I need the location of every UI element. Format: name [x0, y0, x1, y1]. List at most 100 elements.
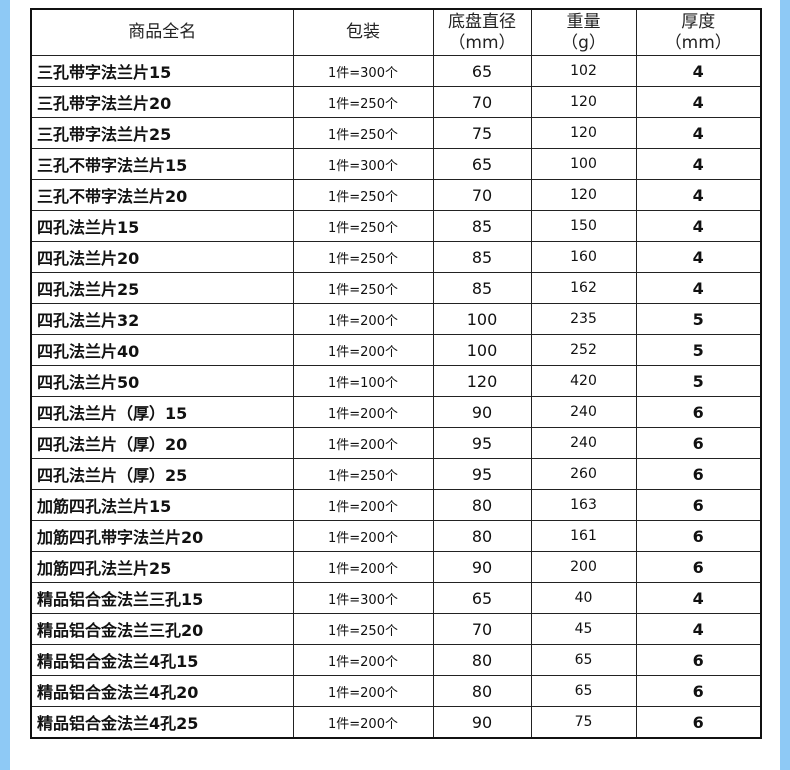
cell-thickness: 6 [635, 551, 762, 583]
header-text: 厚度 [681, 11, 716, 32]
cell-thickness: 6 [635, 706, 762, 739]
header-diameter: 底盘直径 （mm） [432, 8, 532, 56]
cell-packaging: 1件=200个 [292, 551, 434, 583]
table-row: 三孔带字法兰片25 1件=250个 75 120 4 [30, 117, 762, 149]
cell-product-name: 四孔法兰片32 [30, 303, 294, 335]
cell-weight: 160 [530, 241, 637, 273]
cell-packaging: 1件=300个 [292, 55, 434, 87]
header-row: 商品全名 包装 底盘直径 （mm） 重量 （g） 厚度 （mm） [30, 8, 762, 56]
cell-weight: 65 [530, 644, 637, 676]
table-row: 四孔法兰片（厚）15 1件=200个 90 240 6 [30, 396, 762, 428]
cell-packaging: 1件=200个 [292, 334, 434, 366]
table-row: 四孔法兰片32 1件=200个 100 235 5 [30, 303, 762, 335]
table-row: 三孔不带字法兰片15 1件=300个 65 100 4 [30, 148, 762, 180]
cell-diameter: 65 [432, 582, 532, 614]
cell-packaging: 1件=100个 [292, 365, 434, 397]
cell-diameter: 80 [432, 675, 532, 707]
cell-weight: 162 [530, 272, 637, 304]
table-row: 四孔法兰片50 1件=100个 120 420 5 [30, 365, 762, 397]
cell-product-name: 四孔法兰片50 [30, 365, 294, 397]
cell-weight: 240 [530, 396, 637, 428]
cell-weight: 40 [530, 582, 637, 614]
cell-product-name: 精品铝合金法兰4孔25 [30, 706, 294, 739]
cell-diameter: 100 [432, 334, 532, 366]
header-text: 重量 [566, 11, 601, 32]
cell-diameter: 85 [432, 210, 532, 242]
cell-product-name: 四孔法兰片（厚）15 [30, 396, 294, 428]
header-text: 包装 [346, 22, 380, 42]
table-row: 四孔法兰片（厚）20 1件=200个 95 240 6 [30, 427, 762, 459]
cell-thickness: 4 [635, 582, 762, 614]
cell-thickness: 5 [635, 303, 762, 335]
cell-product-name: 加筋四孔法兰片25 [30, 551, 294, 583]
header-packaging: 包装 [292, 8, 434, 56]
cell-packaging: 1件=200个 [292, 520, 434, 552]
cell-packaging: 1件=250个 [292, 241, 434, 273]
cell-weight: 240 [530, 427, 637, 459]
table-row: 精品铝合金法兰4孔25 1件=200个 90 75 6 [30, 706, 762, 739]
cell-product-name: 精品铝合金法兰4孔20 [30, 675, 294, 707]
header-text: （mm） [448, 32, 516, 53]
cell-diameter: 90 [432, 706, 532, 739]
cell-packaging: 1件=250个 [292, 210, 434, 242]
cell-weight: 65 [530, 675, 637, 707]
cell-weight: 420 [530, 365, 637, 397]
cell-diameter: 80 [432, 489, 532, 521]
cell-product-name: 精品铝合金法兰三孔20 [30, 613, 294, 645]
cell-thickness: 4 [635, 210, 762, 242]
cell-product-name: 四孔法兰片20 [30, 241, 294, 273]
cell-product-name: 加筋四孔法兰片15 [30, 489, 294, 521]
cell-packaging: 1件=200个 [292, 396, 434, 428]
cell-thickness: 5 [635, 365, 762, 397]
cell-diameter: 95 [432, 427, 532, 459]
cell-product-name: 三孔不带字法兰片20 [30, 179, 294, 211]
cell-packaging: 1件=200个 [292, 706, 434, 739]
cell-thickness: 4 [635, 241, 762, 273]
header-weight: 重量 （g） [530, 8, 637, 56]
cell-packaging: 1件=200个 [292, 303, 434, 335]
cell-weight: 45 [530, 613, 637, 645]
table-row: 四孔法兰片15 1件=250个 85 150 4 [30, 210, 762, 242]
cell-weight: 120 [530, 86, 637, 118]
header-text: 商品全名 [128, 22, 197, 42]
cell-weight: 235 [530, 303, 637, 335]
cell-diameter: 100 [432, 303, 532, 335]
cell-diameter: 95 [432, 458, 532, 490]
cell-packaging: 1件=250个 [292, 86, 434, 118]
cell-diameter: 70 [432, 179, 532, 211]
table-row: 加筋四孔法兰片15 1件=200个 80 163 6 [30, 489, 762, 521]
table-row: 三孔不带字法兰片20 1件=250个 70 120 4 [30, 179, 762, 211]
table-row: 精品铝合金法兰4孔15 1件=200个 80 65 6 [30, 644, 762, 676]
cell-weight: 252 [530, 334, 637, 366]
cell-packaging: 1件=300个 [292, 582, 434, 614]
cell-diameter: 90 [432, 396, 532, 428]
cell-thickness: 6 [635, 520, 762, 552]
table-row: 加筋四孔带字法兰片20 1件=200个 80 161 6 [30, 520, 762, 552]
cell-thickness: 6 [635, 458, 762, 490]
table-row: 三孔带字法兰片15 1件=300个 65 102 4 [30, 55, 762, 87]
cell-thickness: 4 [635, 55, 762, 87]
cell-thickness: 6 [635, 396, 762, 428]
cell-weight: 102 [530, 55, 637, 87]
table-row: 三孔带字法兰片20 1件=250个 70 120 4 [30, 86, 762, 118]
cell-diameter: 80 [432, 644, 532, 676]
cell-packaging: 1件=200个 [292, 489, 434, 521]
cell-weight: 260 [530, 458, 637, 490]
cell-packaging: 1件=250个 [292, 179, 434, 211]
cell-diameter: 85 [432, 241, 532, 273]
table-row: 四孔法兰片25 1件=250个 85 162 4 [30, 272, 762, 304]
cell-packaging: 1件=250个 [292, 272, 434, 304]
table-row: 精品铝合金法兰三孔20 1件=250个 70 45 4 [30, 613, 762, 645]
table-row: 加筋四孔法兰片25 1件=200个 90 200 6 [30, 551, 762, 583]
product-spec-table: 商品全名 包装 底盘直径 （mm） 重量 （g） 厚度 （mm） 三孔带字法兰片15 1件=30… [30, 8, 762, 739]
header-text: （g） [561, 32, 606, 53]
cell-weight: 100 [530, 148, 637, 180]
cell-thickness: 6 [635, 644, 762, 676]
cell-weight: 150 [530, 210, 637, 242]
cell-thickness: 4 [635, 613, 762, 645]
cell-product-name: 加筋四孔带字法兰片20 [30, 520, 294, 552]
cell-thickness: 4 [635, 86, 762, 118]
table-row: 四孔法兰片（厚）25 1件=250个 95 260 6 [30, 458, 762, 490]
cell-weight: 163 [530, 489, 637, 521]
cell-thickness: 6 [635, 489, 762, 521]
